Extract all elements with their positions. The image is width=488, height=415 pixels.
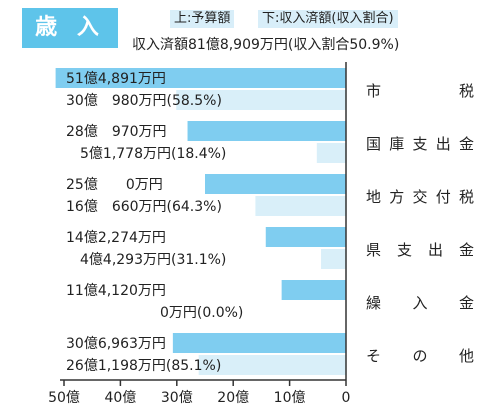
- received-label: 16億 660万円(64.3%): [66, 199, 222, 215]
- budget-bar: [265, 227, 346, 247]
- legend-budget: 上:予算額: [170, 10, 235, 28]
- received-bar: [316, 143, 346, 163]
- x-tick-label: 10億: [274, 390, 306, 406]
- received-bar: [321, 249, 346, 269]
- category-label: 市税: [366, 82, 474, 100]
- category-label: 地方交付税: [366, 188, 474, 206]
- received-label: 5億1,778万円(18.4%): [80, 146, 226, 162]
- received-label: 26億1,198万円(85.1%): [66, 358, 221, 374]
- received-label: 4億4,293万円(31.1%): [80, 252, 226, 268]
- category-label: 県支出金: [366, 241, 474, 259]
- budget-label: 11億4,120万円: [66, 283, 166, 299]
- received-bar: [255, 196, 346, 216]
- budget-bar: [172, 333, 346, 353]
- budget-bar: [187, 121, 346, 141]
- budget-label: 28億 970万円: [66, 124, 167, 140]
- x-tick-label: 50億: [48, 390, 80, 406]
- x-tick-label: 30億: [161, 390, 193, 406]
- x-tick-label: 20億: [217, 390, 249, 406]
- budget-bar: [55, 68, 347, 88]
- budget-label: 25億 0万円: [66, 177, 163, 193]
- x-tick-label: 0: [342, 390, 351, 406]
- budget-bar: [281, 280, 346, 300]
- budget-label: 30億6,963万円: [66, 336, 166, 352]
- summary-text: 収入済額81億8,909万円(収入割合50.9%): [132, 37, 400, 53]
- received-label: 30億 980万円(58.5%): [66, 93, 222, 109]
- section-badge: 歳 入: [22, 8, 118, 48]
- category-label: 国庫支出金: [366, 135, 474, 153]
- category-label: 繰入金: [366, 294, 474, 312]
- received-bar: [198, 355, 346, 375]
- received-bar: [176, 90, 346, 110]
- budget-label: 14億2,274万円: [66, 230, 166, 246]
- budget-label: 51億4,891万円: [66, 71, 166, 87]
- received-label: 0万円(0.0%): [160, 305, 243, 321]
- budget-bar: [205, 174, 346, 194]
- x-tick-label: 40億: [104, 390, 136, 406]
- legend-received: 下:収入済額(収入割合): [258, 10, 398, 28]
- category-label: その他: [366, 347, 474, 365]
